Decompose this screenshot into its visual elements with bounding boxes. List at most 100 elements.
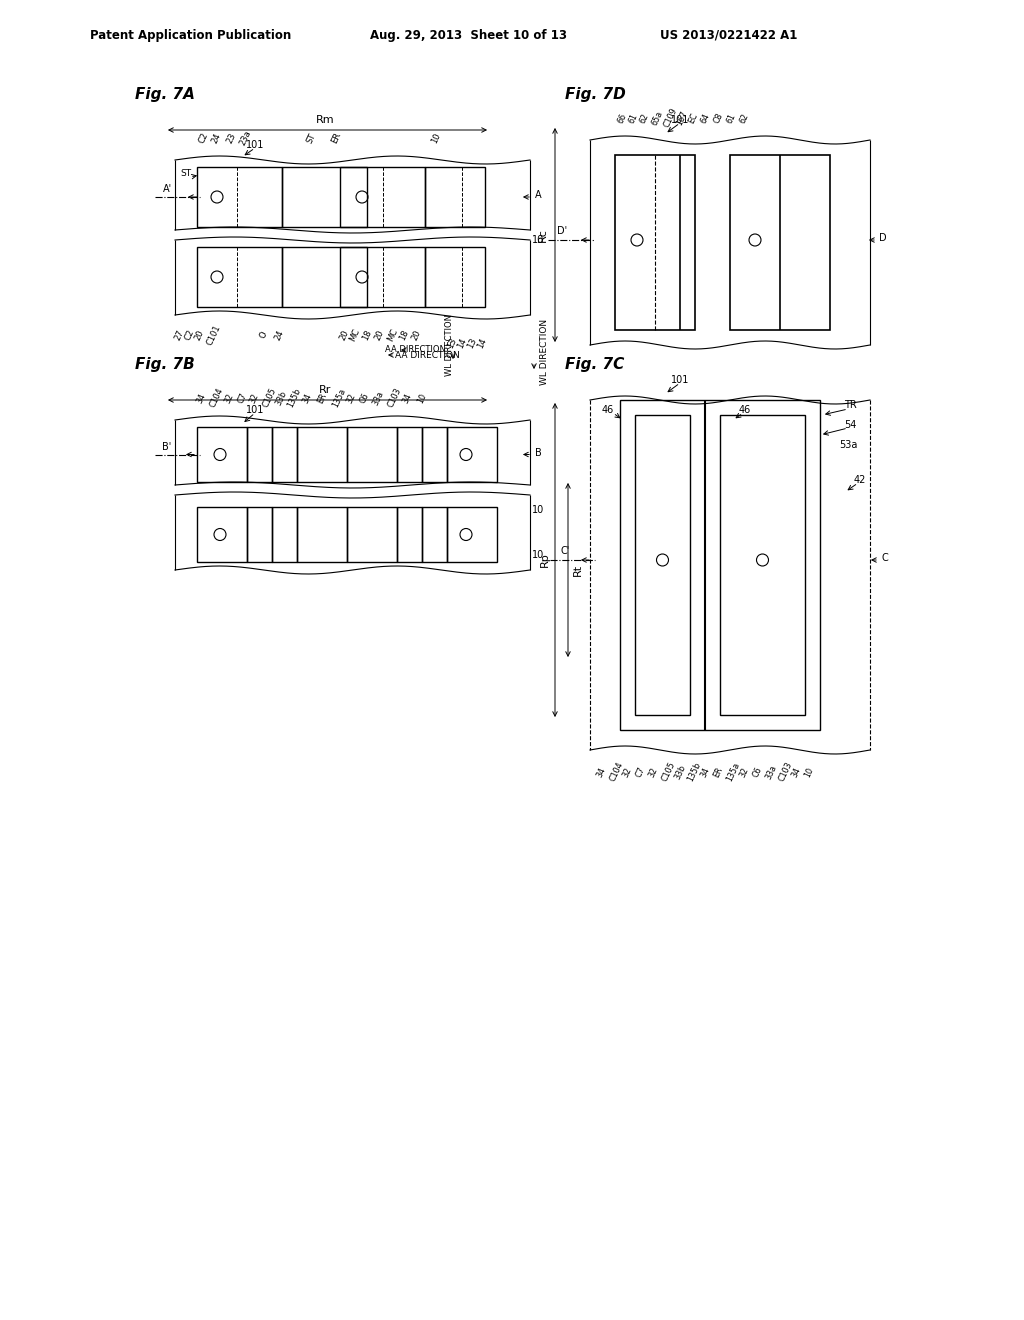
Bar [422, 426, 447, 482]
Text: O: O [258, 330, 269, 341]
Text: Rp: Rp [540, 553, 550, 568]
Text: US 2013/0221422 A1: US 2013/0221422 A1 [660, 29, 798, 41]
Text: C8: C8 [712, 111, 725, 124]
Text: 27: 27 [173, 329, 185, 342]
Text: 33a: 33a [371, 389, 385, 407]
Bar [272, 426, 297, 482]
Text: 13: 13 [446, 337, 459, 350]
Text: 32: 32 [621, 766, 634, 779]
Text: 46: 46 [602, 405, 614, 414]
Text: 46: 46 [739, 405, 752, 414]
Text: 20: 20 [338, 329, 350, 342]
Text: ER: ER [330, 131, 343, 145]
Text: Fig. 7D: Fig. 7D [565, 87, 626, 103]
Text: Rc: Rc [538, 228, 548, 242]
Text: 10: 10 [531, 506, 544, 515]
Text: 14: 14 [456, 337, 469, 350]
Bar [397, 426, 422, 482]
Bar [615, 154, 695, 330]
Text: Patent Application Publication: Patent Application Publication [90, 29, 291, 41]
Bar [297, 426, 347, 482]
Text: 61: 61 [627, 112, 639, 124]
Text: 135b: 135b [686, 760, 702, 783]
Text: Rr: Rr [318, 385, 331, 395]
Text: C': C' [560, 546, 569, 556]
Text: C105: C105 [660, 760, 677, 783]
Bar [197, 426, 247, 482]
Text: 10: 10 [416, 392, 428, 404]
Text: 101: 101 [671, 115, 689, 125]
Text: D: D [880, 234, 887, 243]
Text: Rm: Rm [315, 115, 334, 125]
Text: ER: ER [712, 766, 725, 779]
Bar [340, 247, 425, 308]
Text: D': D' [557, 226, 567, 236]
Text: B: B [535, 447, 542, 458]
Text: 34: 34 [595, 766, 607, 779]
Text: 20: 20 [193, 329, 206, 342]
Text: 32: 32 [345, 392, 357, 404]
Text: C: C [882, 553, 889, 564]
Bar [340, 168, 425, 227]
Text: C103: C103 [777, 760, 794, 783]
Text: EC: EC [687, 111, 699, 124]
Text: C6: C6 [358, 391, 371, 405]
Text: 18: 18 [398, 329, 411, 342]
Text: AA DIRECTION: AA DIRECTION [385, 346, 445, 355]
Text: 10: 10 [803, 766, 815, 779]
Bar [425, 247, 485, 308]
Text: 53a: 53a [839, 440, 857, 450]
Text: AA DIRECTION: AA DIRECTION [395, 351, 460, 359]
Text: 24: 24 [210, 132, 222, 145]
Text: 34: 34 [195, 392, 208, 404]
Text: ST: ST [180, 169, 191, 177]
Text: 167: 167 [675, 110, 689, 127]
Text: C7: C7 [634, 766, 647, 779]
Text: Fig. 7A: Fig. 7A [135, 87, 195, 103]
Bar [347, 426, 397, 482]
Text: 23: 23 [225, 131, 238, 145]
Text: 135b: 135b [286, 387, 303, 409]
Text: 33b: 33b [274, 389, 289, 407]
Text: 32: 32 [223, 392, 236, 404]
Text: ST: ST [305, 132, 317, 145]
Bar [447, 426, 497, 482]
Text: 135a: 135a [331, 387, 348, 409]
Bar [397, 507, 422, 562]
Text: 61: 61 [725, 112, 737, 124]
Text: 101: 101 [671, 375, 689, 385]
Text: ER: ER [316, 391, 329, 405]
Bar [197, 247, 282, 308]
Bar [282, 247, 367, 308]
Text: Fig. 7B: Fig. 7B [135, 358, 195, 372]
Bar [635, 414, 690, 715]
Bar [422, 507, 447, 562]
Bar [197, 507, 247, 562]
Text: A': A' [163, 183, 172, 194]
Bar [425, 168, 485, 227]
Text: 32: 32 [738, 766, 751, 779]
Text: 62: 62 [638, 111, 650, 124]
Text: 23a: 23a [238, 129, 253, 147]
Text: C101: C101 [205, 323, 222, 347]
Bar [447, 507, 497, 562]
Text: 33a: 33a [764, 763, 778, 780]
Bar [272, 507, 297, 562]
Text: 10: 10 [531, 549, 544, 560]
Text: 24: 24 [273, 329, 286, 342]
Text: TR: TR [844, 400, 856, 411]
Text: 34: 34 [790, 766, 803, 779]
Bar [730, 154, 830, 330]
Text: 32: 32 [248, 392, 260, 404]
Text: 62: 62 [738, 111, 751, 124]
Text: A: A [535, 190, 542, 201]
Text: 20: 20 [373, 329, 386, 342]
Text: MC: MC [386, 327, 399, 343]
Bar [720, 414, 805, 715]
Text: C105: C105 [261, 387, 278, 409]
Text: 65a: 65a [650, 110, 665, 127]
Text: WL DIRECTION: WL DIRECTION [445, 314, 455, 376]
Bar [347, 507, 397, 562]
Bar [620, 400, 820, 730]
Text: 13: 13 [466, 337, 478, 350]
